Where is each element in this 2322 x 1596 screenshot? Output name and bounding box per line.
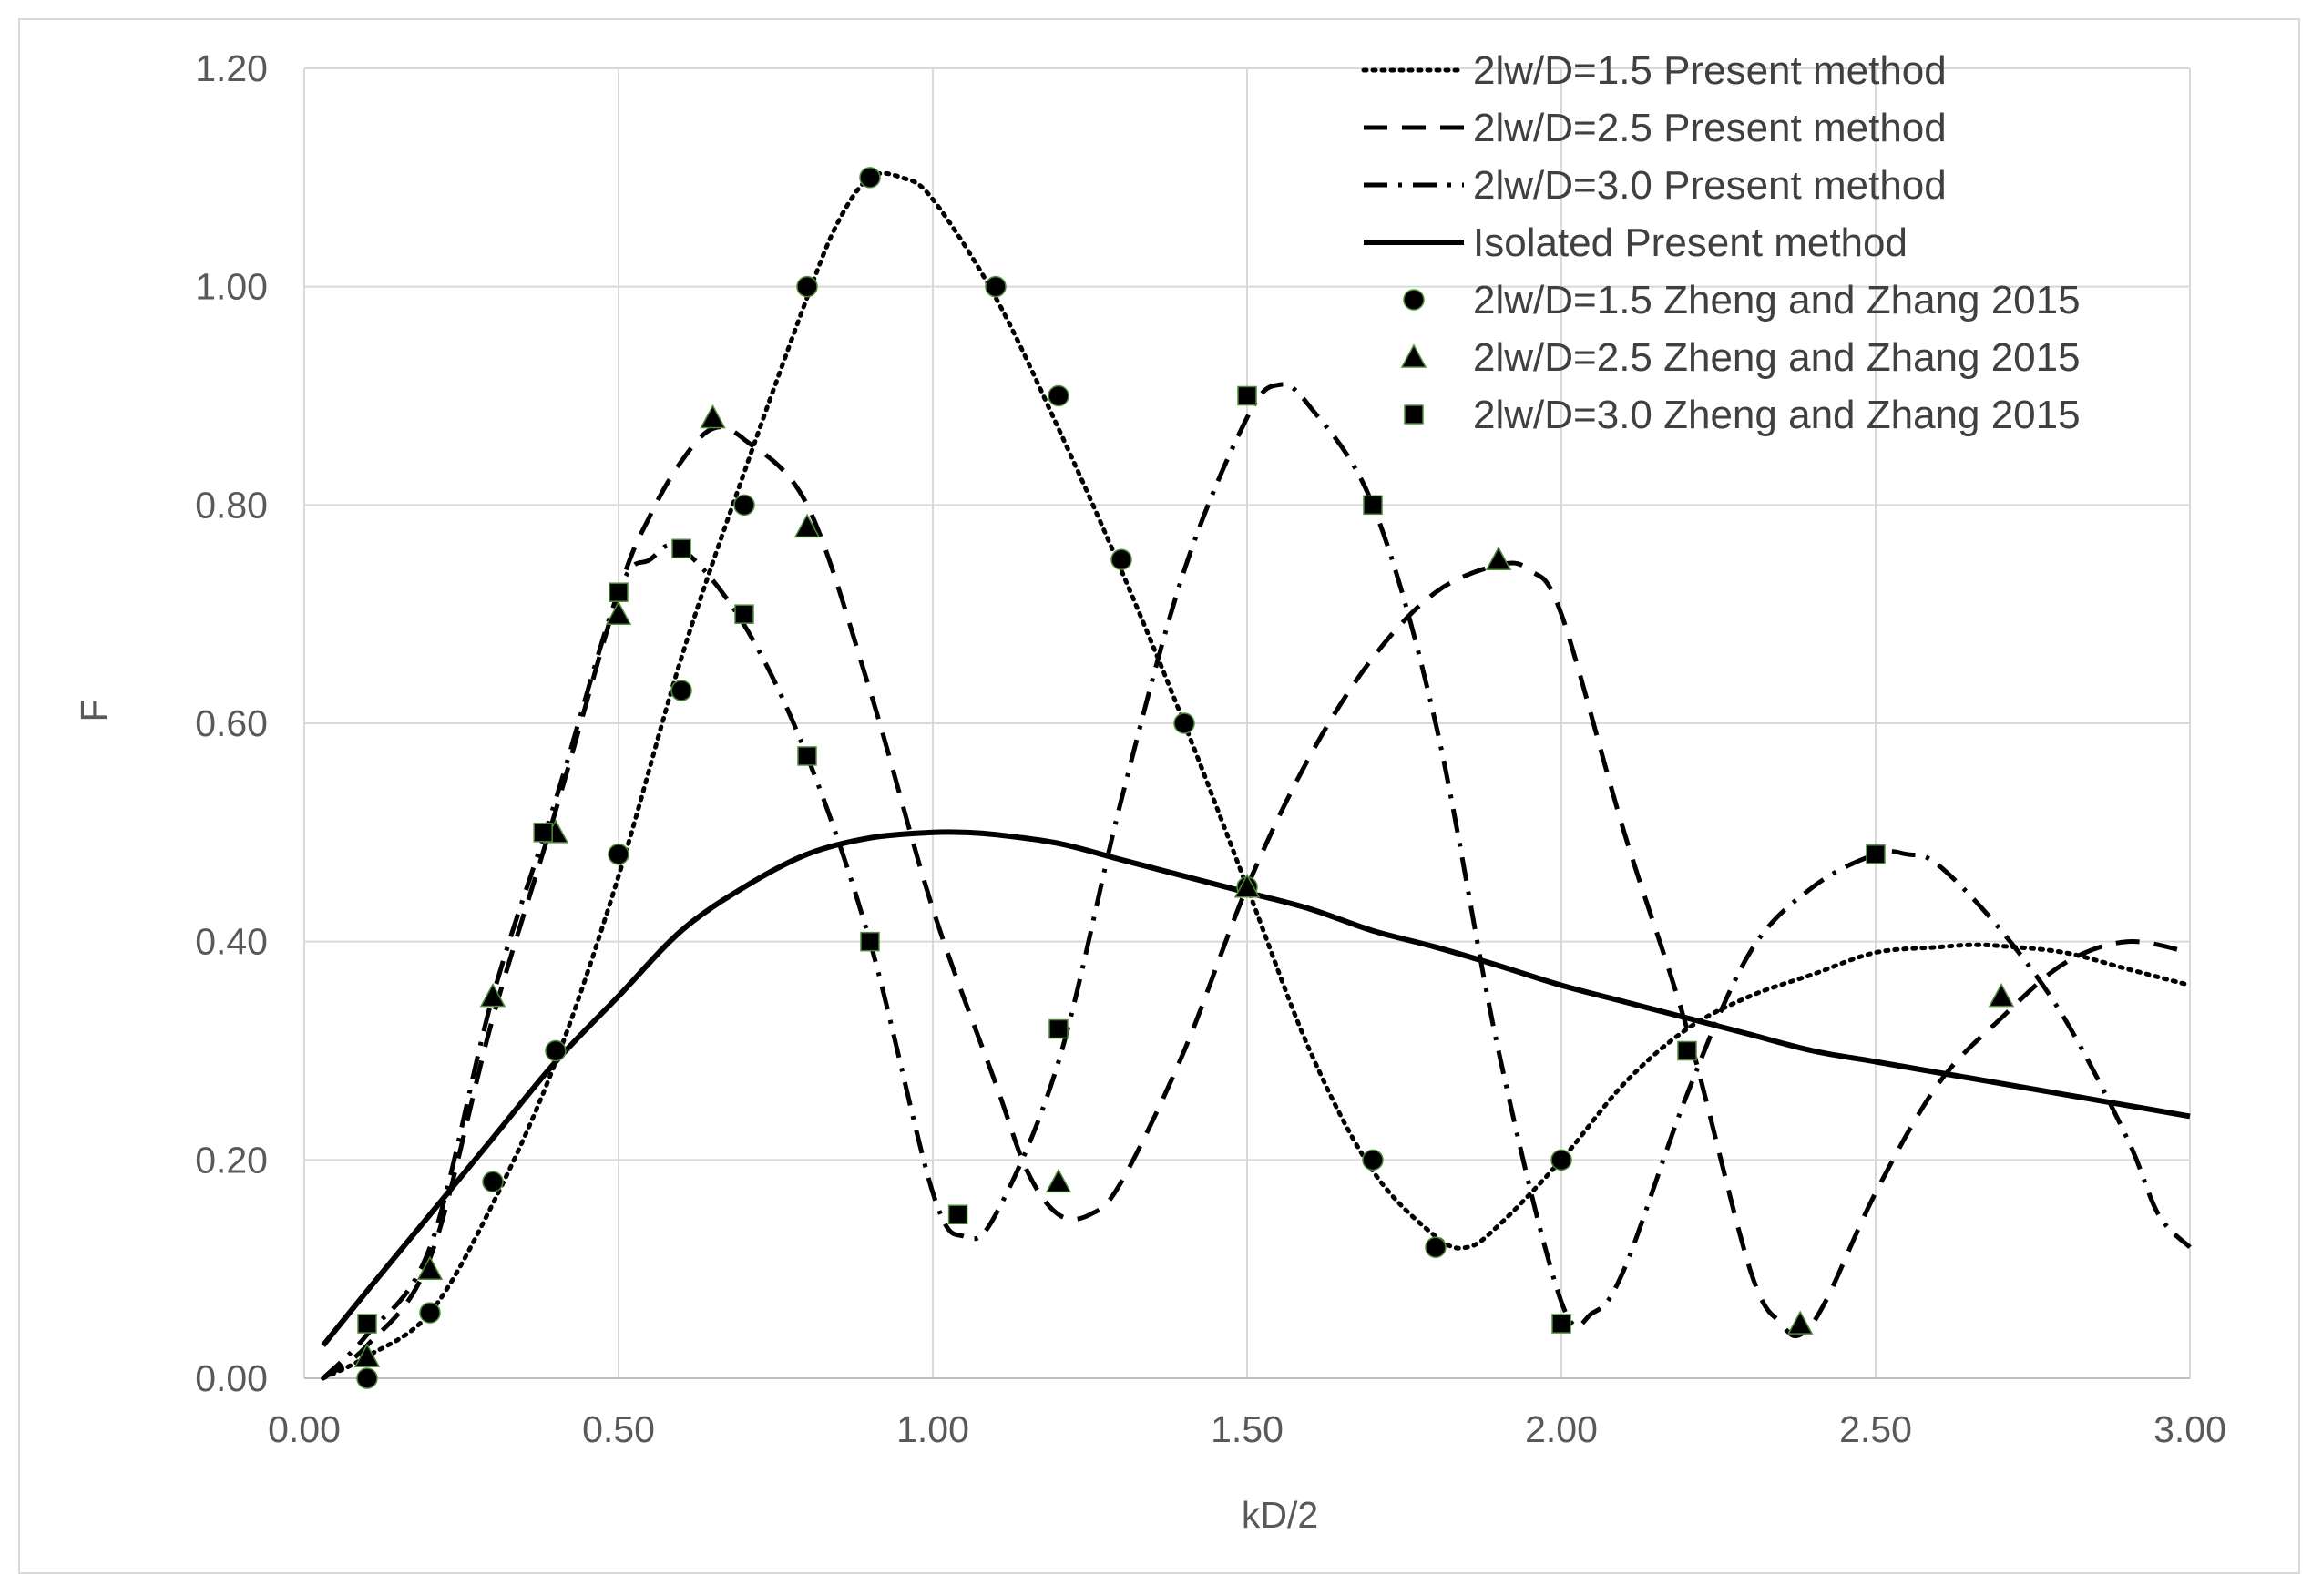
legend-label: 2lw/D=2.5 Present method (1473, 106, 1947, 150)
legend-item: Isolated Present method (1364, 220, 1908, 265)
circle-point (1425, 1236, 1447, 1258)
legend-label: 2lw/D=1.5 Present method (1473, 48, 1947, 93)
series-2 (322, 425, 2191, 1381)
series (321, 167, 2193, 1389)
circle-point (1110, 548, 1132, 570)
square-point (860, 931, 880, 952)
circle-point (1362, 1149, 1384, 1171)
triangle-point (479, 983, 506, 1008)
x-tick-label: 1.50 (1211, 1408, 1284, 1450)
circle-point (545, 1039, 567, 1062)
x-tick-label: 1.00 (896, 1408, 969, 1450)
legend-item: 2lw/D=2.5 Zheng and Zhang 2015 (1400, 335, 2081, 380)
circle-point (859, 167, 881, 189)
legend-swatch-circle (1403, 289, 1425, 311)
axes: 0.00 0.20 0.40 0.60 0.80 1.00 1.20 0.00 0.50 1.00… (195, 47, 2226, 1450)
circle-point (356, 1367, 378, 1389)
triangle-point (1045, 1168, 1072, 1193)
y-tick-label: 0.40 (195, 921, 268, 963)
triangle-point (1988, 983, 2015, 1008)
circle-point (796, 275, 818, 298)
gridlines (303, 67, 2191, 1379)
square-point (797, 746, 817, 766)
series-4 (321, 829, 2191, 1347)
x-tick-label: 0.50 (582, 1408, 655, 1450)
series-6 (353, 404, 2015, 1367)
legend-item: 2lw/D=3.0 Present method (1364, 163, 1947, 208)
square-point (947, 1204, 968, 1224)
legend-item: 2lw/D=1.5 Zheng and Zhang 2015 (1403, 278, 2081, 322)
circle-point (608, 844, 629, 865)
x-tick-label: 3.00 (2153, 1408, 2226, 1450)
legend-label: 2lw/D=2.5 Zheng and Zhang 2015 (1473, 335, 2081, 380)
series-1 (321, 170, 2193, 1381)
circle-point (733, 494, 755, 517)
triangle-point (1233, 874, 1261, 898)
series-7 (357, 385, 1886, 1334)
triangle-point (1485, 546, 1512, 571)
legend-label: Isolated Present method (1473, 220, 1908, 265)
triangle-point (605, 600, 632, 625)
square-point (1551, 1314, 1571, 1334)
series-3 (321, 382, 2192, 1380)
series-line (321, 829, 2191, 1347)
y-tick-label: 1.20 (195, 47, 268, 89)
square-point (533, 823, 553, 843)
legend-label: 2lw/D=1.5 Zheng and Zhang 2015 (1473, 278, 2081, 322)
x-tick-label: 2.50 (1839, 1408, 1912, 1450)
circle-point (670, 680, 692, 701)
square-point (1048, 1018, 1069, 1039)
square-point (1363, 495, 1383, 516)
y-tick-label: 0.80 (195, 484, 268, 526)
circle-point (482, 1171, 504, 1193)
series-line (321, 170, 2193, 1381)
y-tick-label: 0.00 (195, 1357, 268, 1399)
triangle-point (416, 1255, 444, 1280)
line-chart: 0.00 0.20 0.40 0.60 0.80 1.00 1.20 0.00 0.50 1.00… (73, 47, 2226, 1536)
triangle-point (1786, 1310, 1814, 1335)
square-point (734, 604, 754, 624)
legend-item: 2lw/D=1.5 Present method (1361, 48, 1947, 93)
circle-point (985, 275, 1007, 298)
y-tick-label: 0.20 (195, 1139, 268, 1181)
legend: 2lw/D=1.5 Present method 2lw/D=2.5 Presen… (1361, 48, 2081, 437)
square-point (1677, 1040, 1697, 1061)
square-point (357, 1314, 377, 1334)
square-point (671, 538, 691, 559)
chart-frame: 0.00 0.20 0.40 0.60 0.80 1.00 1.20 0.00 0.50 1.00… (18, 18, 2300, 1574)
y-tick-label: 1.00 (195, 266, 268, 308)
y-axis-title: F (73, 699, 115, 721)
square-point (1866, 844, 1886, 864)
triangle-point (700, 404, 726, 429)
legend-item: 2lw/D=3.0 Zheng and Zhang 2015 (1404, 393, 2081, 437)
x-tick-label: 2.00 (1525, 1408, 1598, 1450)
circle-point (1173, 712, 1195, 734)
legend-swatch-square (1404, 404, 1424, 425)
x-axis-title: kD/2 (1242, 1494, 1318, 1536)
triangle-point (353, 1343, 381, 1367)
legend-label: 2lw/D=3.0 Present method (1473, 163, 1947, 208)
square-point (1237, 385, 1257, 406)
triangle-point (793, 513, 821, 538)
legend-label: 2lw/D=3.0 Zheng and Zhang 2015 (1473, 393, 2081, 437)
legend-item: 2lw/D=2.5 Present method (1364, 106, 1947, 150)
series-line (322, 425, 2191, 1381)
circle-point (1048, 384, 1069, 407)
legend-swatch-triangle (1400, 343, 1427, 368)
y-tick-label: 0.60 (195, 702, 268, 744)
square-point (609, 582, 629, 602)
series-line (321, 382, 2192, 1380)
circle-point (419, 1302, 441, 1324)
circle-point (1550, 1149, 1572, 1171)
x-tick-label: 0.00 (268, 1408, 341, 1450)
